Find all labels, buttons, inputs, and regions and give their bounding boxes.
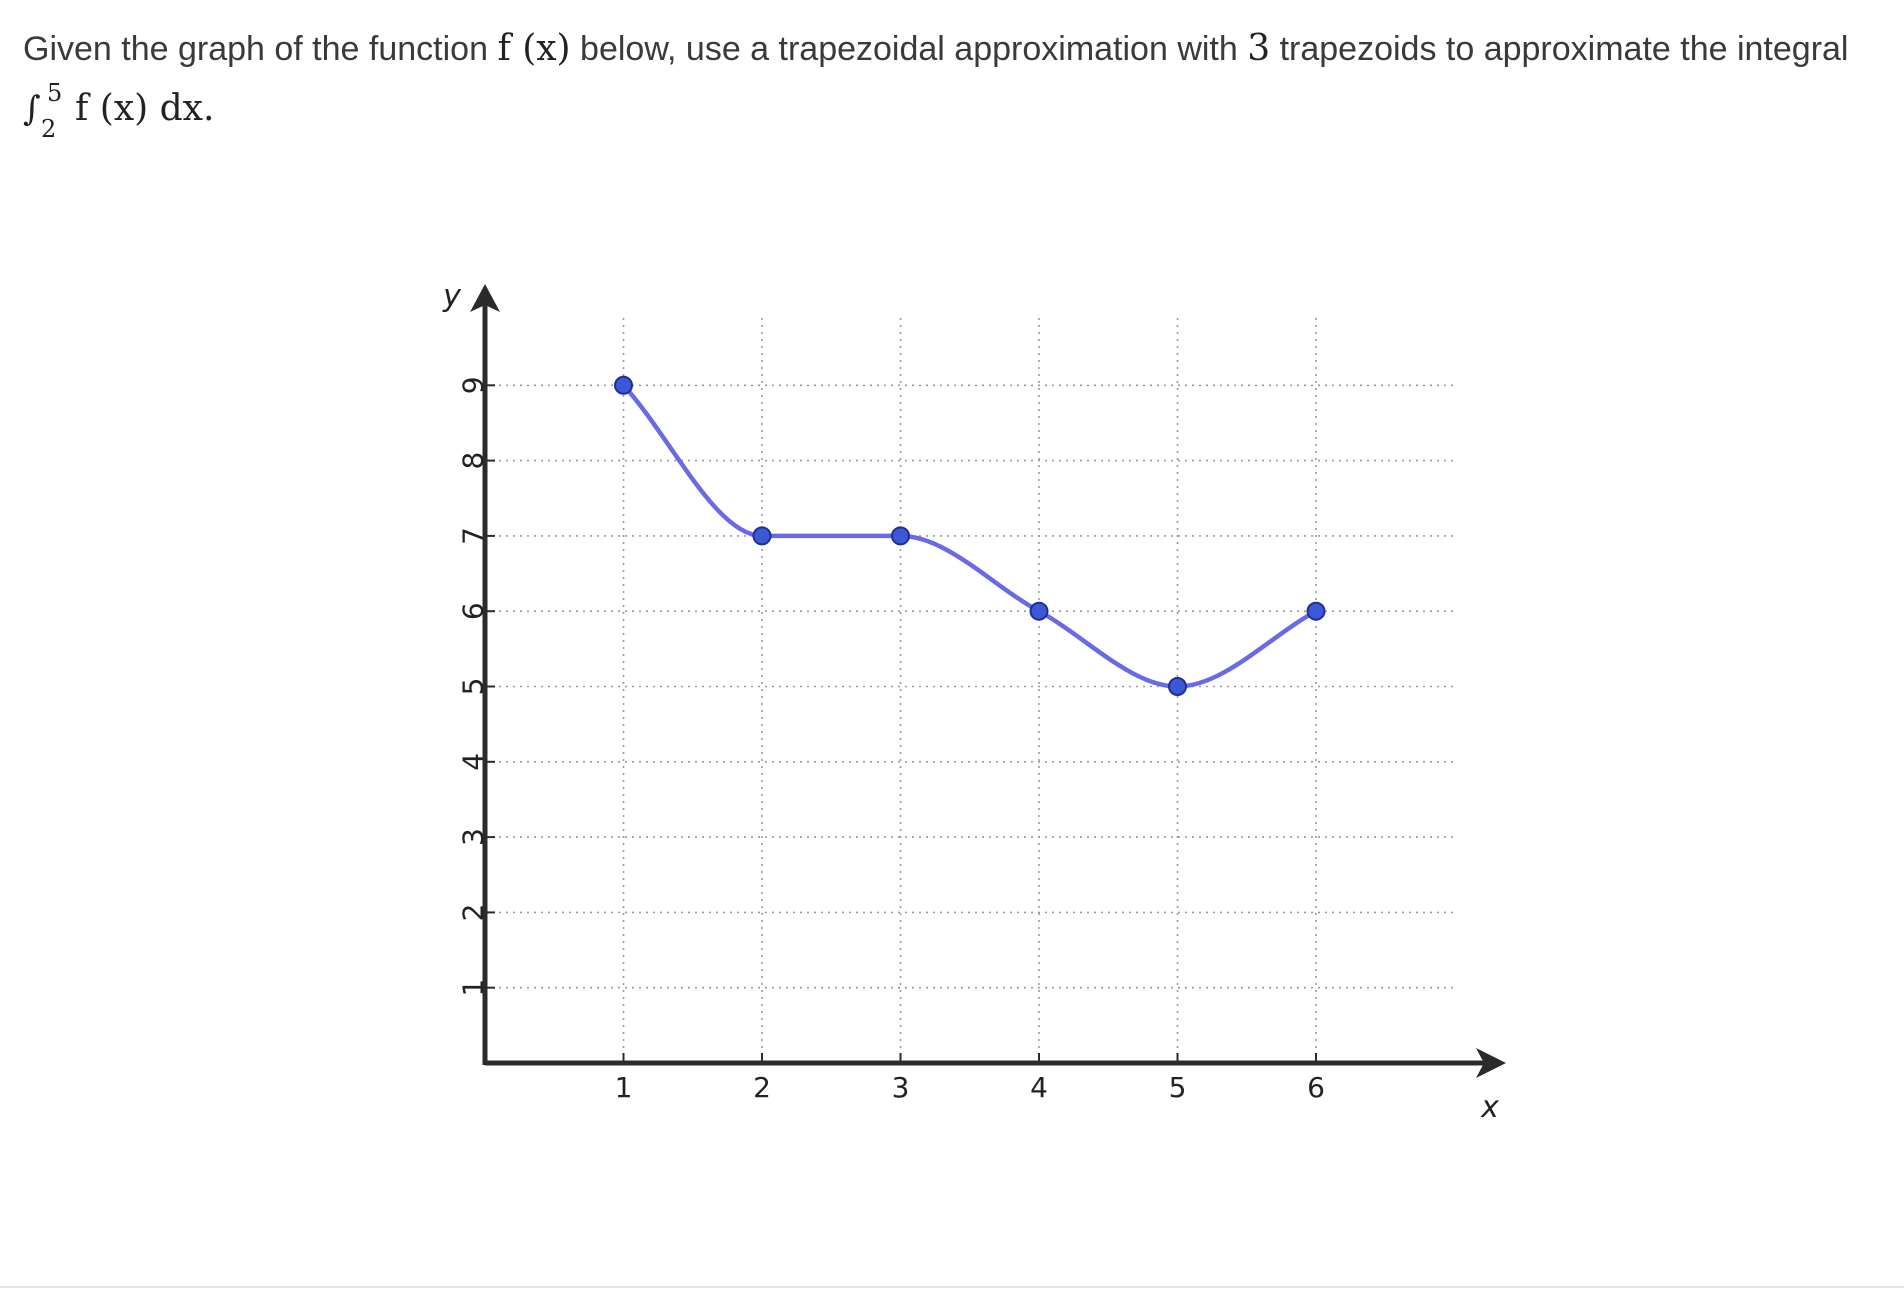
x-axis-arrow	[1476, 1048, 1506, 1078]
data-point-5-5	[1168, 677, 1187, 696]
question-text-before: Given the graph of the function	[23, 30, 498, 68]
y-tick-label-4: 4	[457, 753, 490, 771]
function-curve	[621, 383, 1319, 689]
integral-lower-bound: 2	[41, 115, 57, 143]
y-tick-label-7: 7	[457, 527, 490, 545]
y-axis-arrow	[470, 284, 500, 312]
integral-expression: ∫ 5 2 f (x) dx.	[23, 78, 1883, 143]
x-tick-label-1: 1	[615, 1071, 633, 1104]
integral-sign: ∫	[23, 89, 41, 129]
x-tick-label-3: 3	[892, 1071, 910, 1104]
x-tick-label-6: 6	[1307, 1071, 1325, 1104]
y-tick-label-2: 2	[457, 903, 490, 921]
y-tick-label-8: 8	[457, 452, 490, 470]
y-axis-label: y	[442, 279, 462, 314]
data-point-6-6	[1306, 601, 1326, 621]
x-tick-label-4: 4	[1030, 1071, 1048, 1104]
curve	[621, 383, 1319, 689]
bottom-divider	[0, 1286, 1904, 1288]
integrand: f (x) dx.	[75, 88, 215, 129]
y-tick-label-3: 3	[457, 828, 490, 846]
y-tick-label-6: 6	[457, 602, 490, 620]
x-axis-label: x	[1480, 1090, 1499, 1125]
axes: xy	[442, 279, 1506, 1125]
data-point-2-7	[752, 526, 772, 546]
x-tick-label-2: 2	[753, 1071, 771, 1104]
y-tick-label-1: 1	[457, 979, 490, 997]
grid	[485, 318, 1455, 1063]
x-tick-label-5: 5	[1169, 1071, 1187, 1104]
function-notation: f (x)	[497, 28, 571, 69]
data-point-4-6	[1029, 601, 1049, 621]
trapezoid-count: 3	[1247, 28, 1271, 69]
integral-upper-bound: 5	[47, 79, 63, 107]
y-tick-label-9: 9	[457, 376, 490, 394]
question-line-1: Given the graph of the function f (x) be…	[23, 20, 1883, 78]
question-text-middle: below, use a trapezoidal approximation w…	[570, 30, 1248, 68]
data-point-3-7	[891, 526, 910, 546]
question-text: Given the graph of the function f (x) be…	[23, 20, 1883, 143]
data-points	[614, 375, 1326, 696]
data-point-1-9	[614, 375, 633, 395]
question-text-after: trapezoids to approximate the integral	[1270, 30, 1849, 68]
ticks: 1 2 3 4 5 6 1 2 3 4 5 6 7 8 9	[457, 376, 1325, 1104]
y-tick-label-5: 5	[457, 678, 490, 696]
